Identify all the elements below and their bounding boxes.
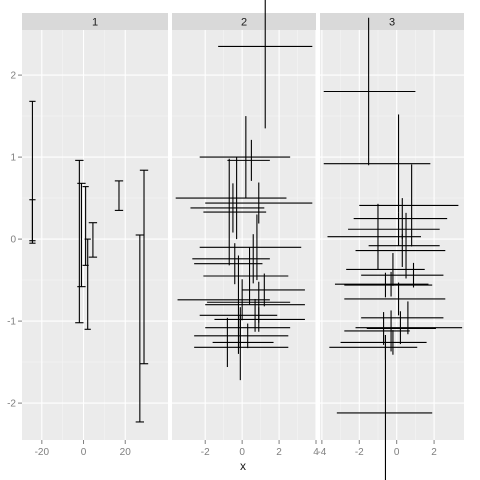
y-tick-label: 1	[10, 153, 16, 164]
error-bar	[194, 243, 263, 285]
error-bar	[194, 323, 289, 349]
facet-strip-label: 3	[389, 17, 395, 29]
error-bar	[88, 222, 98, 258]
error-bar	[199, 298, 278, 332]
error-bar	[84, 238, 91, 330]
error-bar	[199, 116, 291, 199]
y-axis: -2 -1 0 1 2	[7, 71, 22, 410]
x-tick-label: 4	[313, 447, 319, 458]
error-bar	[190, 183, 265, 233]
facet-strip	[320, 13, 464, 30]
facet-panel-1: 1 -20 0 20	[22, 13, 168, 458]
error-bar	[203, 247, 289, 305]
error-bar	[199, 214, 302, 281]
error-bar	[323, 17, 416, 166]
facet-strip	[22, 13, 168, 30]
error-bar	[227, 139, 270, 181]
error-bar	[135, 234, 145, 423]
error-bar	[334, 271, 429, 297]
panel-background	[22, 30, 168, 440]
error-bar	[355, 234, 446, 267]
x-tick-label: -2	[201, 447, 210, 458]
error-bar	[77, 182, 86, 288]
error-bar	[348, 212, 440, 246]
panel-background	[172, 30, 316, 440]
y-tick-label: 0	[10, 235, 16, 246]
error-bar	[194, 314, 289, 381]
panel-background	[320, 30, 464, 440]
facet-strip-label: 1	[92, 17, 98, 29]
error-bar	[177, 279, 270, 321]
x-tick-label: -20	[35, 447, 50, 458]
error-bar	[192, 234, 270, 284]
facet-panel-3: 3 -4 -2 0 2	[317, 13, 464, 480]
facet-strip-label: 2	[241, 17, 247, 29]
error-bar	[205, 182, 313, 224]
facet-panel-2: 2 -2 0 2 4	[172, 0, 319, 458]
error-bar	[29, 199, 36, 244]
y-tick-label: -1	[7, 317, 16, 328]
x-axis-title: x	[240, 459, 246, 473]
error-bar	[114, 180, 124, 211]
x-tick-label: 0	[394, 447, 400, 458]
x-tick-label: 0	[81, 447, 87, 458]
error-bar	[175, 157, 287, 240]
error-bar	[336, 335, 433, 480]
x-tick-label: 20	[120, 447, 132, 458]
x-tick-label: 0	[239, 447, 245, 458]
error-bar	[359, 164, 459, 247]
error-bar	[340, 330, 427, 355]
x-tick-label: -4	[317, 447, 326, 458]
error-bar	[212, 317, 274, 368]
y-tick-label: -2	[7, 399, 16, 410]
error-bar	[368, 212, 440, 279]
error-bar	[361, 262, 444, 288]
error-bar	[75, 159, 84, 324]
error-bar	[344, 282, 446, 316]
error-bar	[218, 0, 313, 129]
error-bar	[344, 310, 410, 352]
error-bar	[327, 203, 421, 270]
x-tick-label: 2	[276, 447, 282, 458]
error-bar	[366, 312, 436, 345]
x-tick-label: 2	[431, 447, 437, 458]
error-bar	[344, 272, 433, 298]
error-bar	[323, 114, 431, 213]
error-bar	[346, 253, 425, 286]
x-tick-label: -2	[355, 447, 364, 458]
error-bar	[355, 311, 463, 345]
error-bar	[242, 273, 305, 307]
error-bar	[353, 198, 448, 240]
facet-strip	[172, 13, 316, 30]
error-bar	[139, 169, 149, 365]
y-tick-label: 2	[10, 71, 16, 82]
